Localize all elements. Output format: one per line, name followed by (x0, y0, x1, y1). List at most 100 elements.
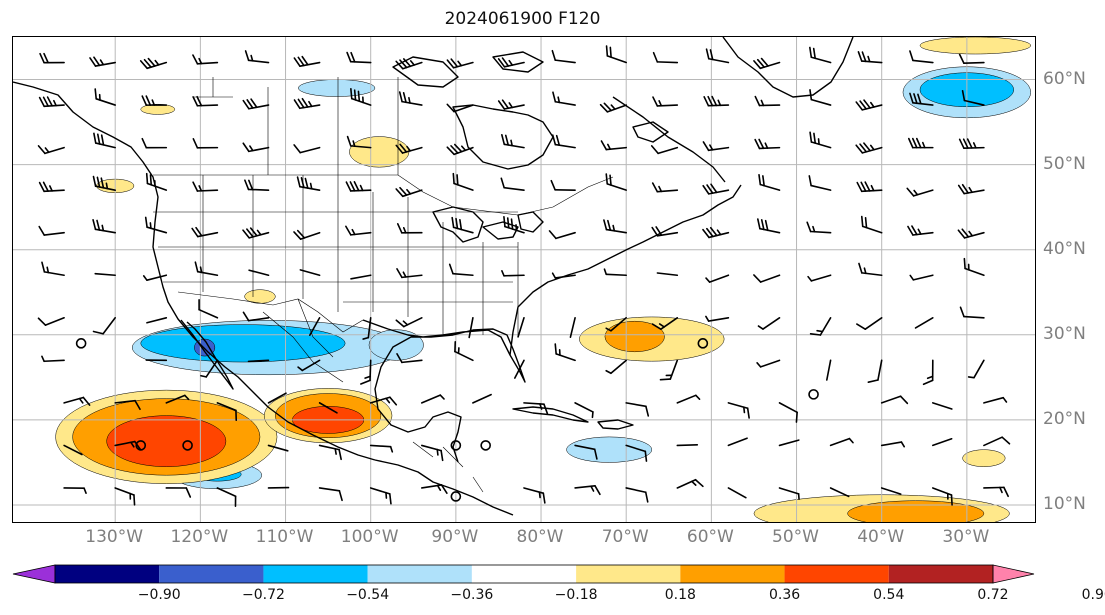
colorbar-segment (888, 565, 993, 583)
wind-barb (293, 229, 321, 240)
wind-barb (446, 58, 474, 69)
wind-barb (93, 132, 116, 149)
wind-barb (756, 359, 781, 368)
longitude-label: 130°W (85, 527, 144, 547)
wind-barb (931, 487, 953, 506)
wind-barb (293, 144, 321, 154)
latitude-label: 20°N (1043, 408, 1086, 429)
wind-barb (809, 89, 832, 106)
wind-barb (94, 272, 116, 277)
wind-barb (350, 88, 372, 106)
wind-barb (754, 95, 781, 107)
wind-barb (63, 396, 91, 406)
colorbar-tick-label: 0.90 (1081, 587, 1105, 603)
wind-barb (242, 98, 270, 110)
coastline-arctic-islands (392, 51, 669, 143)
calm-wind-marker (182, 440, 193, 451)
wind-barb (242, 227, 270, 239)
wind-barb (501, 133, 525, 149)
wind-barb (114, 440, 142, 451)
wind-barb (192, 54, 219, 65)
contour-region (298, 79, 376, 97)
latitude-label: 50°N (1043, 153, 1086, 174)
wind-barb (38, 96, 65, 108)
wind-barb (753, 274, 781, 283)
latitude-label: 40°N (1043, 238, 1086, 259)
calm-wind-marker (808, 389, 819, 400)
map-panel[interactable] (12, 36, 1036, 523)
wind-barb (420, 484, 448, 495)
wind-barb (959, 306, 985, 319)
wind-barb (523, 487, 546, 504)
wind-barb (523, 402, 549, 415)
colorbar-segment (367, 565, 472, 583)
coastline-layer (13, 37, 854, 516)
wind-barb (705, 274, 730, 283)
colorbar-tick-label: −0.36 (450, 587, 494, 603)
wind-barb (605, 316, 628, 332)
wind-barb (297, 359, 321, 372)
wind-barb (651, 316, 679, 331)
wind-barb (139, 57, 168, 70)
wind-barb (758, 173, 781, 191)
wind-barb (350, 274, 372, 280)
wind-barb (38, 225, 65, 236)
wind-barb (41, 355, 65, 363)
wind-barb (727, 487, 747, 499)
border-layer (153, 77, 614, 493)
wind-barb (141, 137, 168, 149)
wind-barb (656, 272, 679, 277)
wind-barb (757, 218, 781, 234)
wind-barb (727, 402, 750, 419)
wind-barb (551, 49, 576, 64)
wind-barb (727, 437, 748, 447)
colorbar-tick-label: 0.54 (873, 587, 905, 603)
wind-barb (963, 257, 985, 277)
wind-barb (497, 99, 525, 110)
wind-barb (603, 268, 628, 277)
wind-barb (92, 175, 116, 191)
wind-barb (267, 444, 289, 452)
longitude-label: 30°W (942, 527, 990, 547)
wind-barb (114, 399, 141, 411)
latitude-label: 60°N (1043, 68, 1086, 89)
wind-barb (513, 359, 525, 379)
wind-barb (165, 394, 190, 404)
colorbar-tick-label: 0.18 (664, 587, 696, 603)
wind-barb (446, 103, 474, 113)
wind-barb (676, 394, 701, 404)
wind-barb (702, 226, 730, 239)
colorbar-segment (55, 565, 160, 583)
wind-barb (41, 261, 65, 277)
wind-barb (38, 181, 65, 193)
wind-barb-layer (37, 45, 1011, 507)
wind-barb (625, 487, 649, 503)
wind-barb (551, 134, 576, 149)
wind-barb (299, 269, 321, 277)
wind-barb (958, 138, 985, 149)
wind-barb (809, 131, 832, 149)
calm-wind-marker (697, 338, 709, 349)
wind-barb (497, 57, 525, 68)
wind-barb (395, 316, 423, 328)
wind-barb (398, 91, 423, 106)
coastline-cuba (512, 406, 589, 423)
wind-barb (500, 177, 525, 191)
wind-barb (867, 359, 883, 384)
contour-region (106, 415, 227, 467)
wind-barb (360, 359, 372, 385)
wind-barb (825, 359, 832, 381)
coastline-hispaniola (597, 419, 634, 430)
calm-wind-layer (75, 338, 819, 502)
wind-barb (909, 274, 934, 281)
wind-barb (92, 316, 116, 335)
wind-barb (248, 269, 270, 277)
wind-barb (922, 359, 934, 386)
wind-barb (37, 145, 65, 155)
wind-barb (914, 316, 934, 329)
wind-barb (39, 52, 65, 64)
wind-barb (37, 316, 65, 326)
wind-barb (860, 215, 883, 234)
wind-barb (983, 396, 1008, 404)
wind-barb (198, 299, 219, 319)
